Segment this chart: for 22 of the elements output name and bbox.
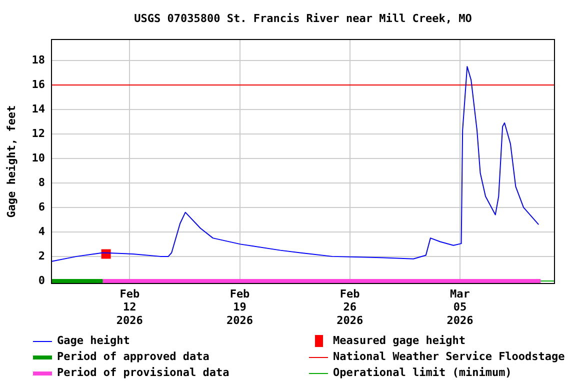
y-tick-label: 10 <box>32 151 45 164</box>
x-tick-label: Feb 26 2026 <box>336 287 364 327</box>
y-tick-label: 6 <box>38 200 46 214</box>
legend-label: National Weather Service Floodstage <box>333 350 566 363</box>
y-tick-label: 8 <box>38 176 45 189</box>
x-tick-label: Feb 12 2026 <box>116 287 144 327</box>
legend-label: Gage height <box>57 334 130 347</box>
x-tick-label: Mar 05 2026 <box>446 287 474 327</box>
y-tick-label: 4 <box>38 224 46 238</box>
y-tick-label: 14 <box>32 102 46 116</box>
y-tick-label: 0 <box>38 274 45 287</box>
legend-label: Operational limit (minimum) <box>333 366 512 379</box>
chart-title: USGS 07035800 St. Francis River near Mill Creek, MO <box>134 12 472 25</box>
legend-label: Period of provisional data <box>57 366 230 379</box>
x-tick-label: Feb 19 2026 <box>226 287 254 327</box>
y-tick-label: 16 <box>32 78 46 91</box>
y-tick-label: 18 <box>32 53 45 66</box>
y-axis-title: Gage height, feet <box>4 105 18 218</box>
legend-label: Measured gage height <box>333 334 466 347</box>
legend-label: Period of approved data <box>57 350 210 363</box>
y-tick-label: 12 <box>32 126 45 140</box>
y-tick-label: 2 <box>38 249 45 262</box>
